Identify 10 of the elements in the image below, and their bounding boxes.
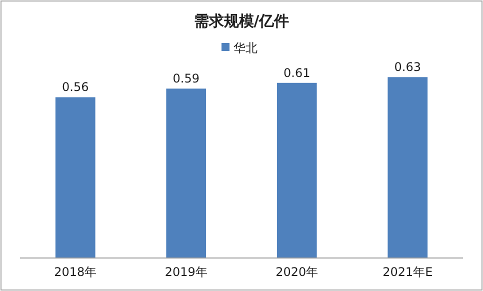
- x-tick-label: 2021年E: [382, 265, 433, 279]
- x-tick-label: 2018年: [54, 265, 97, 279]
- data-label: 0.63: [394, 60, 421, 74]
- legend-label: 华北: [234, 41, 258, 55]
- data-label: 0.59: [172, 72, 200, 86]
- data-label: 0.56: [62, 80, 89, 94]
- title: 需求规模/亿件: [194, 12, 290, 30]
- x-tick-label: 2020年: [276, 265, 318, 279]
- data-label: 0.61: [284, 66, 310, 80]
- x-tick-label: 2019年: [164, 265, 208, 279]
